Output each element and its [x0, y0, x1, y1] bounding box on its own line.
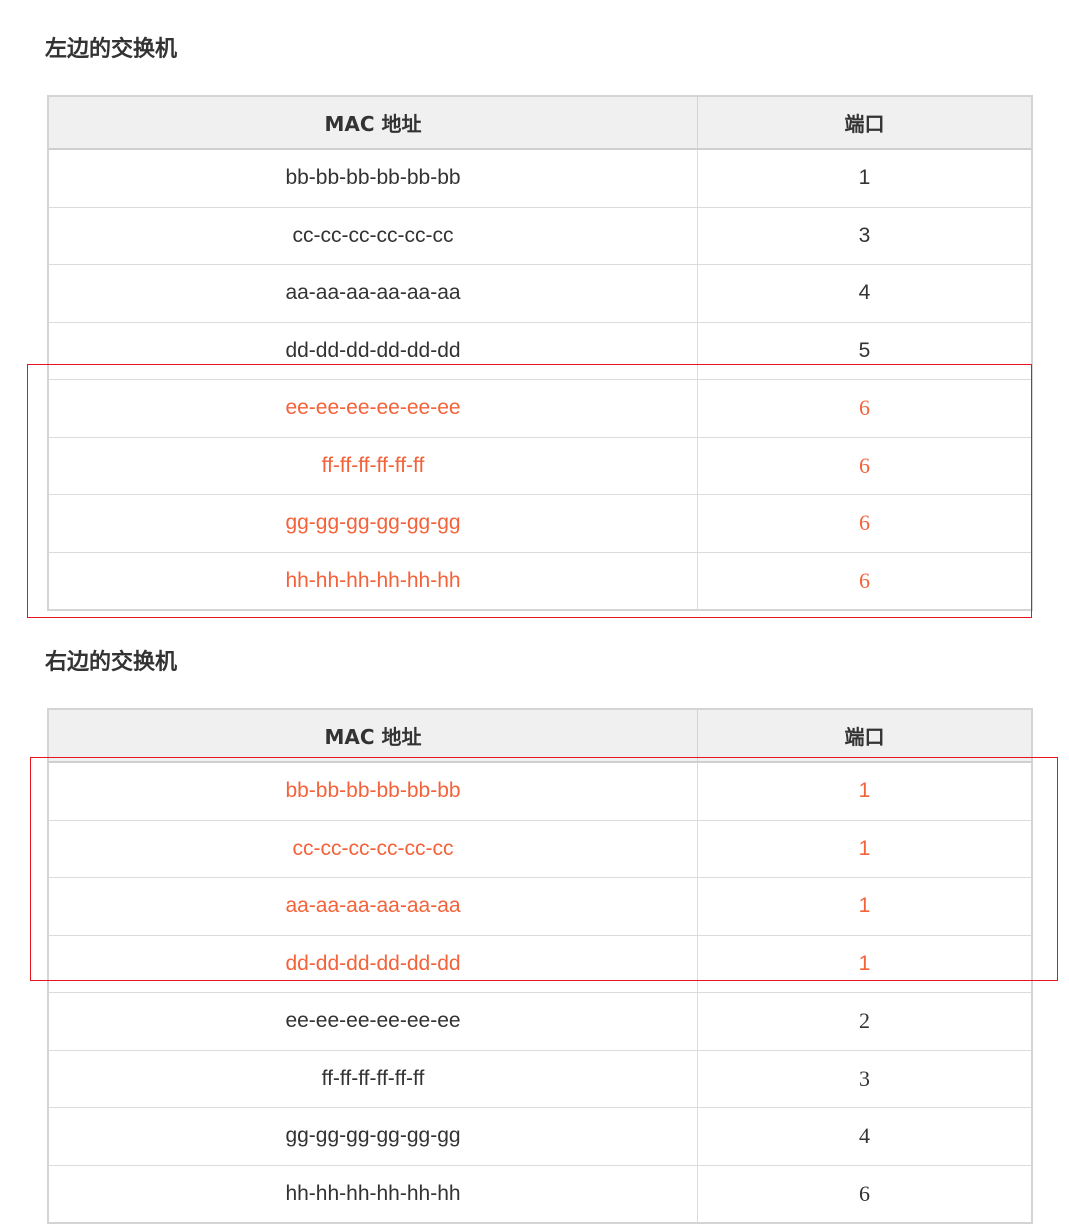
table-row: ff-ff-ff-ff-ff-ff 3	[47, 1049, 1033, 1108]
mac-address-cell: bb-bb-bb-bb-bb-bb	[47, 761, 698, 821]
table-row: aa-aa-aa-aa-aa-aa 4	[47, 264, 1033, 323]
table-row: cc-cc-cc-cc-cc-cc 3	[47, 206, 1033, 265]
port-cell: 6	[697, 436, 1033, 495]
port-cell: 4	[697, 1107, 1033, 1166]
port-cell: 1	[697, 148, 1033, 208]
table-row: hh-hh-hh-hh-hh-hh 6	[47, 1164, 1033, 1224]
table-row: hh-hh-hh-hh-hh-hh 6	[47, 551, 1033, 611]
header-mac: MAC 地址	[47, 95, 698, 150]
table-row: ff-ff-ff-ff-ff-ff 6	[47, 436, 1033, 495]
port-cell: 4	[697, 264, 1033, 323]
mac-address-cell: dd-dd-dd-dd-dd-dd	[47, 934, 698, 993]
left-switch-table: MAC 地址 端口 bb-bb-bb-bb-bb-bb 1 cc-cc-cc-cc-…	[47, 95, 1033, 611]
mac-address-cell: aa-aa-aa-aa-aa-aa	[47, 877, 698, 936]
mac-address-cell: cc-cc-cc-cc-cc-cc	[47, 819, 698, 878]
port-cell: 3	[697, 1049, 1033, 1108]
right-switch-title: 右边的交换机	[45, 650, 178, 675]
table-row: gg-gg-gg-gg-gg-gg 6	[47, 494, 1033, 553]
port-cell: 1	[697, 877, 1033, 936]
table-row: dd-dd-dd-dd-dd-dd 5	[47, 321, 1033, 380]
port-cell: 5	[697, 321, 1033, 380]
table-row: cc-cc-cc-cc-cc-cc 1	[47, 819, 1033, 878]
left-switch-title: 左边的交换机	[45, 37, 178, 62]
mac-address-cell: cc-cc-cc-cc-cc-cc	[47, 206, 698, 265]
table-row: bb-bb-bb-bb-bb-bb 1	[47, 761, 1033, 821]
mac-address-cell: ee-ee-ee-ee-ee-ee	[47, 379, 698, 438]
table-row: dd-dd-dd-dd-dd-dd 1	[47, 934, 1033, 993]
table-row: gg-gg-gg-gg-gg-gg 4	[47, 1107, 1033, 1166]
mac-address-cell: ff-ff-ff-ff-ff-ff	[47, 1049, 698, 1108]
mac-address-cell: hh-hh-hh-hh-hh-hh	[47, 551, 698, 611]
mac-address-cell: ee-ee-ee-ee-ee-ee	[47, 992, 698, 1051]
table-row: ee-ee-ee-ee-ee-ee 6	[47, 379, 1033, 438]
header-port: 端口	[697, 95, 1033, 150]
port-cell: 6	[697, 379, 1033, 438]
table-row: bb-bb-bb-bb-bb-bb 1	[47, 148, 1033, 208]
port-cell: 6	[697, 1164, 1033, 1224]
table-row: ee-ee-ee-ee-ee-ee 2	[47, 992, 1033, 1051]
mac-address-cell: dd-dd-dd-dd-dd-dd	[47, 321, 698, 380]
mac-address-cell: bb-bb-bb-bb-bb-bb	[47, 148, 698, 208]
table-row: aa-aa-aa-aa-aa-aa 1	[47, 877, 1033, 936]
port-cell: 1	[697, 819, 1033, 878]
port-cell: 1	[697, 934, 1033, 993]
port-cell: 2	[697, 992, 1033, 1051]
mac-address-cell: gg-gg-gg-gg-gg-gg	[47, 494, 698, 553]
port-cell: 6	[697, 551, 1033, 611]
right-switch-table: MAC 地址 端口 bb-bb-bb-bb-bb-bb 1 cc-cc-cc-cc-…	[47, 708, 1033, 1224]
mac-address-cell: aa-aa-aa-aa-aa-aa	[47, 264, 698, 323]
mac-address-cell: ff-ff-ff-ff-ff-ff	[47, 436, 698, 495]
port-cell: 6	[697, 494, 1033, 553]
port-cell: 1	[697, 761, 1033, 821]
header-port: 端口	[697, 708, 1033, 763]
port-cell: 3	[697, 206, 1033, 265]
table-header-row: MAC 地址 端口	[47, 95, 1033, 150]
header-mac: MAC 地址	[47, 708, 698, 763]
mac-address-cell: hh-hh-hh-hh-hh-hh	[47, 1164, 698, 1224]
mac-address-cell: gg-gg-gg-gg-gg-gg	[47, 1107, 698, 1166]
table-header-row: MAC 地址 端口	[47, 708, 1033, 763]
